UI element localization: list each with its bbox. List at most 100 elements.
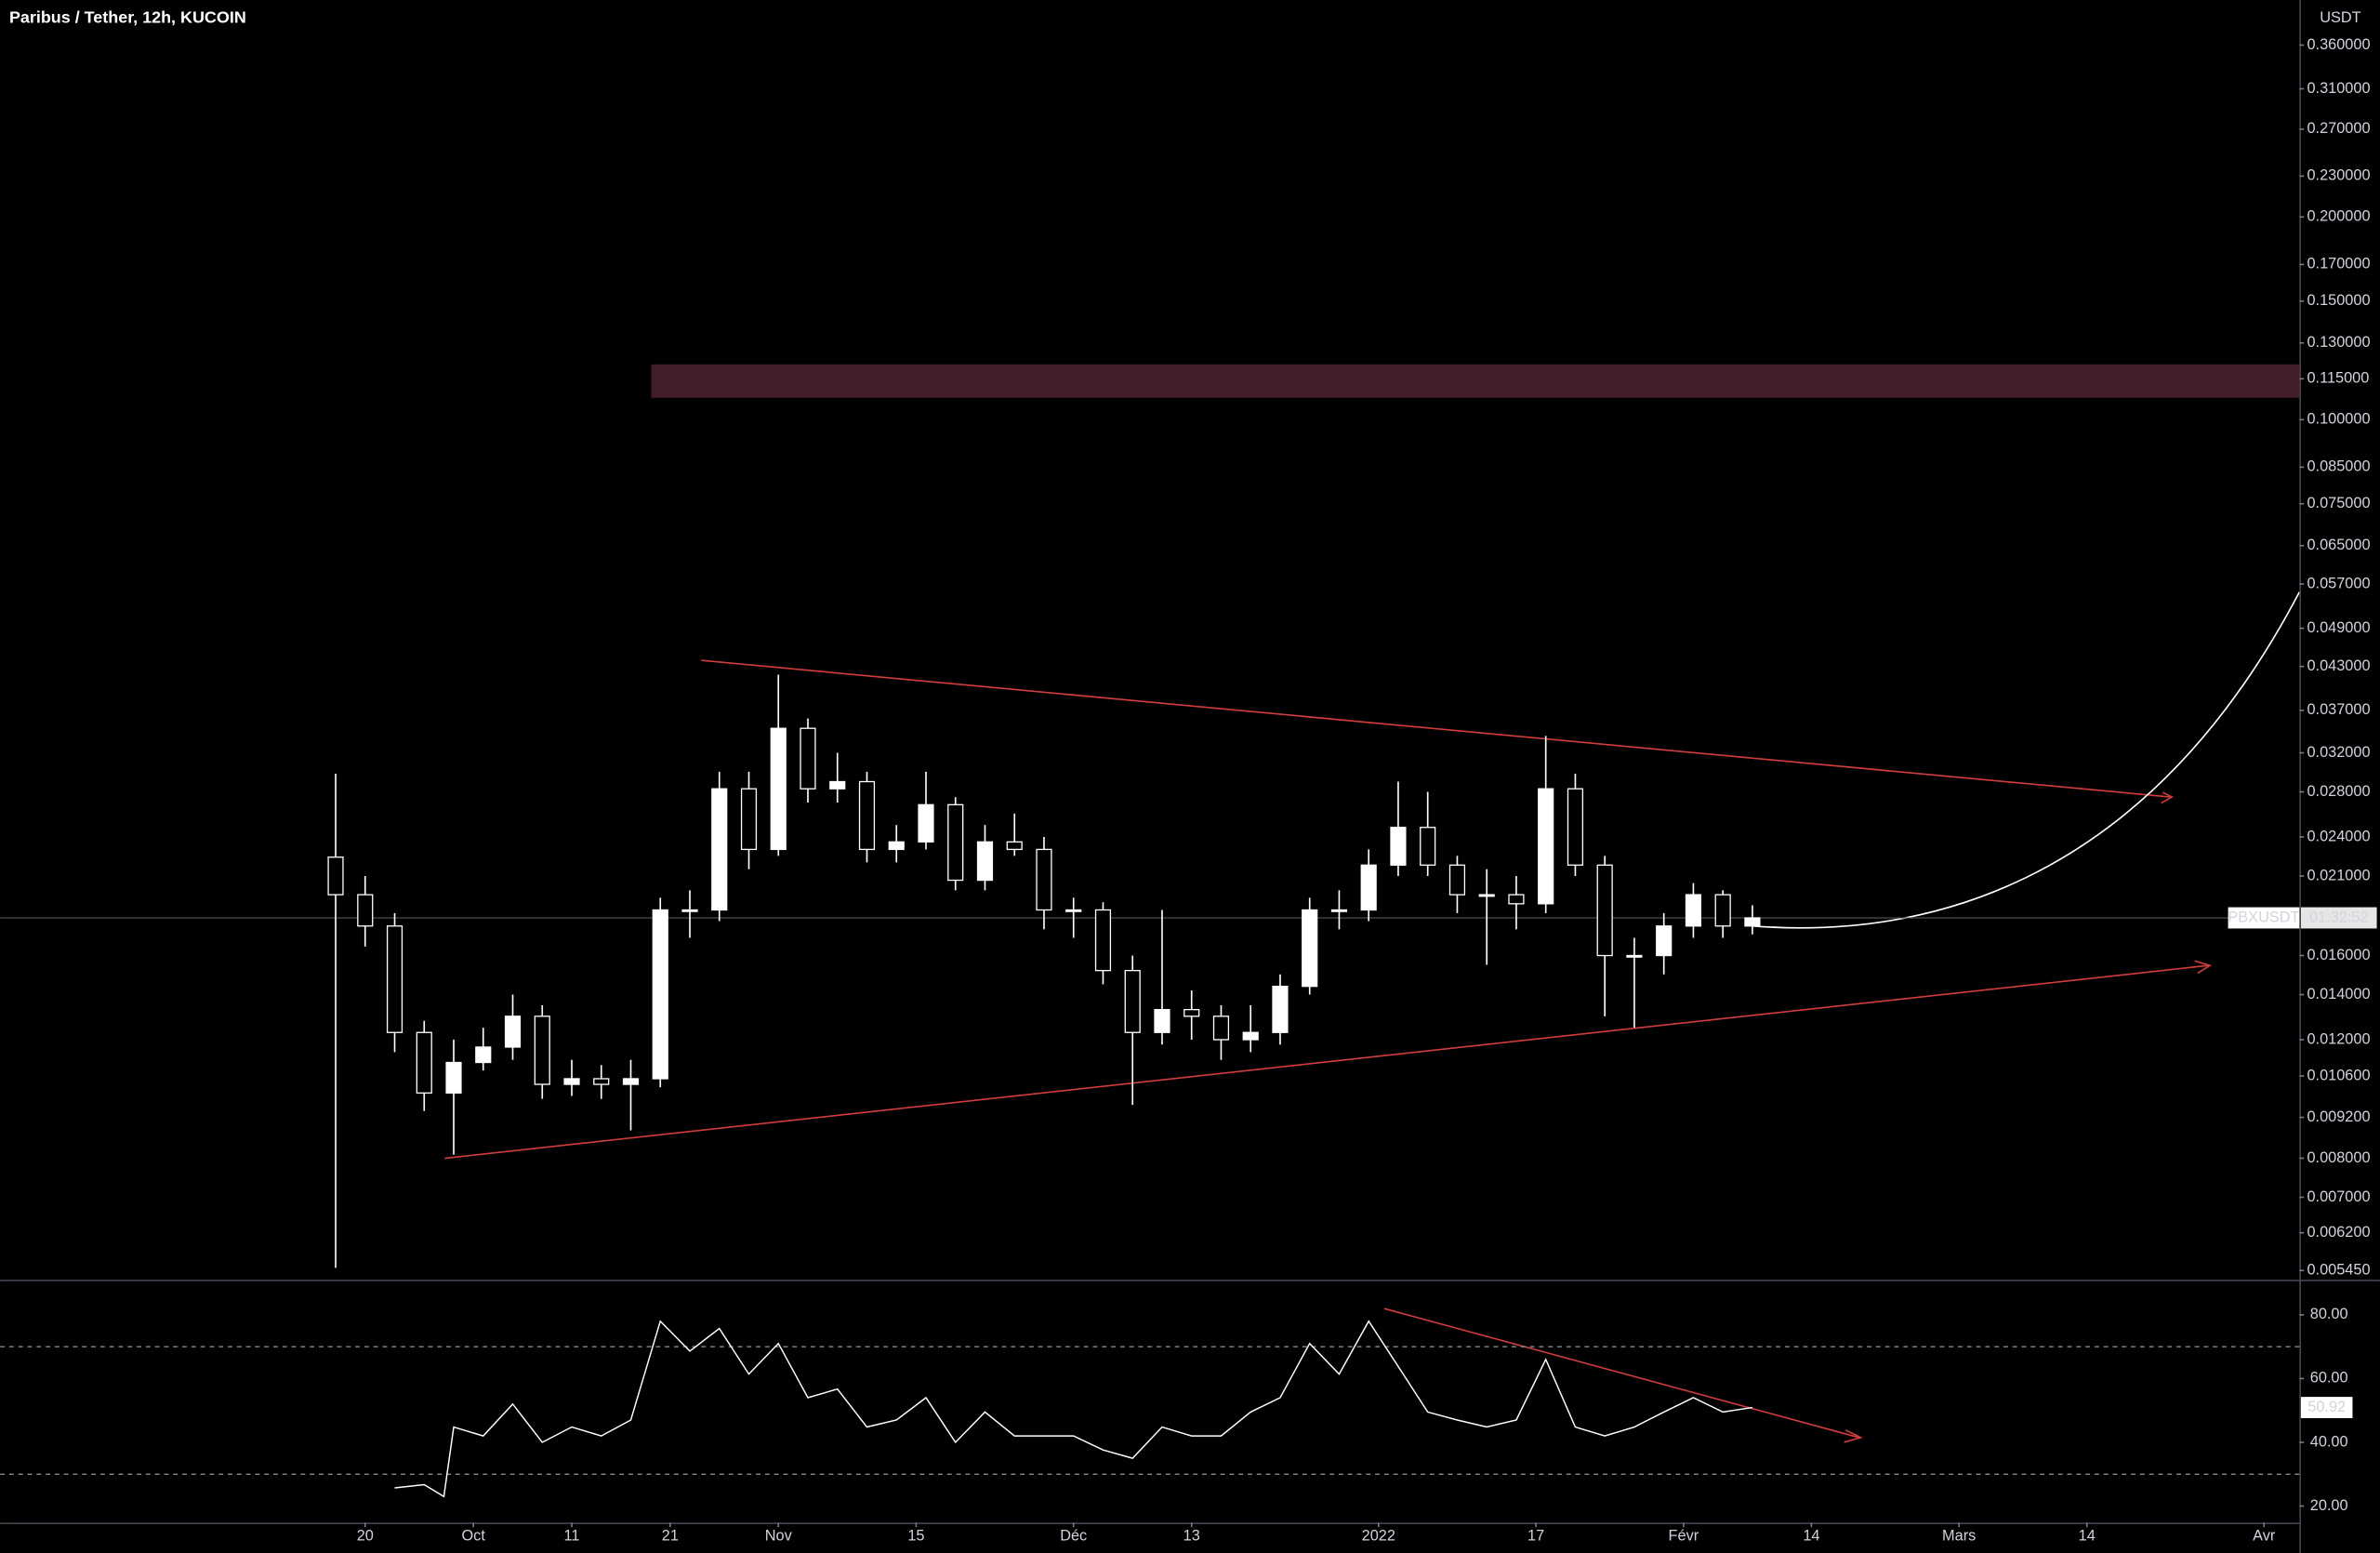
candle-body <box>858 780 876 851</box>
candle-body <box>947 803 964 882</box>
candle-body <box>1626 954 1643 958</box>
candle-body <box>1448 864 1466 896</box>
candle-body <box>416 1031 432 1094</box>
x-tick-label: 20 <box>357 1527 374 1544</box>
x-tick-label: 13 <box>1183 1527 1200 1544</box>
y-tick-label: 0.200000 <box>2307 208 2370 225</box>
candle-body <box>918 803 934 843</box>
candle-body <box>475 1046 492 1064</box>
y-tick-label: 0.006200 <box>2307 1224 2370 1241</box>
candle-body <box>829 780 846 790</box>
x-tick-label: Mars <box>1942 1527 1976 1544</box>
y-tick-label: 0.007000 <box>2307 1188 2370 1205</box>
y-tick-label: 20.00 <box>2310 1497 2348 1514</box>
arrow-head <box>1844 1429 1863 1443</box>
upper-trendline <box>701 659 2171 798</box>
candle-body <box>1065 909 1082 912</box>
x-tick-label: Oct <box>461 1527 485 1544</box>
candle-body <box>1212 1015 1230 1041</box>
resistance-zone <box>651 364 2300 398</box>
candle-body <box>1656 925 1673 957</box>
y-tick-label: 80.00 <box>2310 1306 2348 1322</box>
y-tick-label: 0.075000 <box>2307 495 2370 511</box>
current-tag: 50.92 <box>2307 1399 2346 1415</box>
current-tag-bg <box>2300 1397 2353 1418</box>
candle-body <box>563 1078 580 1085</box>
y-tick-label: 60.00 <box>2310 1370 2348 1387</box>
y-tick-label: 0.032000 <box>2307 744 2370 761</box>
y-tick-label: 0.130000 <box>2307 334 2370 351</box>
x-tick-label: Févr <box>1669 1527 1699 1544</box>
x-tick-label: Avr <box>2253 1527 2276 1544</box>
y-tick-label: 0.049000 <box>2307 619 2370 636</box>
x-tick-label: Déc <box>1060 1527 1087 1544</box>
candle-body <box>1036 848 1052 911</box>
lower-trendline <box>444 964 2209 1160</box>
y-tick-label: 0.008000 <box>2307 1149 2370 1166</box>
y-tick-label: 0.360000 <box>2307 36 2370 53</box>
unit-label: USDT <box>2320 9 2360 26</box>
y-tick-label: 0.009200 <box>2307 1108 2370 1125</box>
y-tick-label: 0.016000 <box>2307 947 2370 963</box>
y-tick-label: 0.057000 <box>2307 575 2370 591</box>
x-tick-label: 11 <box>564 1527 580 1544</box>
candle-body <box>1390 827 1407 866</box>
candle-body <box>504 1015 522 1048</box>
candle-body <box>386 925 403 1033</box>
rsi-line <box>394 1320 1753 1498</box>
candle-body <box>445 1061 462 1094</box>
candle-body <box>1302 909 1318 988</box>
x-tick-label: 14 <box>1803 1527 1819 1544</box>
candle-body <box>1744 917 1761 927</box>
candle-body <box>1094 909 1112 972</box>
candle-body <box>1567 788 1584 866</box>
candle-body <box>593 1078 610 1085</box>
y-tick-label: 0.028000 <box>2307 783 2370 800</box>
price-tag-bg <box>2300 907 2377 929</box>
candle-body <box>357 894 374 927</box>
y-tick-label: 0.085000 <box>2307 458 2370 475</box>
y-tick-label: 0.230000 <box>2307 167 2370 184</box>
x-tick-label: 17 <box>1527 1527 1544 1544</box>
x-tick-label: 15 <box>907 1527 924 1544</box>
candle-body <box>976 841 994 882</box>
candle-body <box>1714 894 1731 927</box>
x-tick-label: 14 <box>2079 1527 2096 1544</box>
arrow-head <box>2161 791 2174 804</box>
y-tick-label: 0.024000 <box>2307 828 2370 844</box>
candle-body <box>652 909 668 1080</box>
candle-body <box>800 727 816 790</box>
symbol-tag: PBXUSDT <box>2228 909 2299 925</box>
candle-body <box>1272 986 1289 1033</box>
candle-body <box>1242 1031 1259 1041</box>
candle-body <box>681 909 698 912</box>
candle-body <box>1124 970 1141 1033</box>
candle-body <box>1420 827 1436 866</box>
candle-body <box>1508 894 1525 905</box>
candle-body <box>1006 841 1023 851</box>
candle-body <box>770 727 787 851</box>
y-tick-label: 0.021000 <box>2307 867 2370 883</box>
y-tick-label: 0.037000 <box>2307 701 2370 718</box>
candle-body <box>1478 894 1495 897</box>
y-tick-label: 0.043000 <box>2307 657 2370 674</box>
y-tick-label: 0.065000 <box>2307 537 2370 553</box>
candle-body <box>1596 864 1613 957</box>
candle-body <box>1360 864 1377 911</box>
symbol-tag-bg <box>2228 907 2300 929</box>
candle-body <box>1183 1008 1200 1017</box>
candle-body <box>622 1078 640 1085</box>
y-tick-label: 0.115000 <box>2307 370 2369 387</box>
y-tick-label: 0.010600 <box>2307 1067 2370 1083</box>
x-tick-label: 21 <box>662 1527 679 1544</box>
rsi-trendline <box>1383 1307 1860 1439</box>
y-tick-label: 0.170000 <box>2307 256 2370 272</box>
projection-curve <box>1752 591 2301 929</box>
candle-body <box>534 1015 550 1085</box>
y-tick-label: 0.310000 <box>2307 80 2370 97</box>
x-tick-label: 2022 <box>1362 1527 1395 1544</box>
candle-body <box>327 856 344 896</box>
